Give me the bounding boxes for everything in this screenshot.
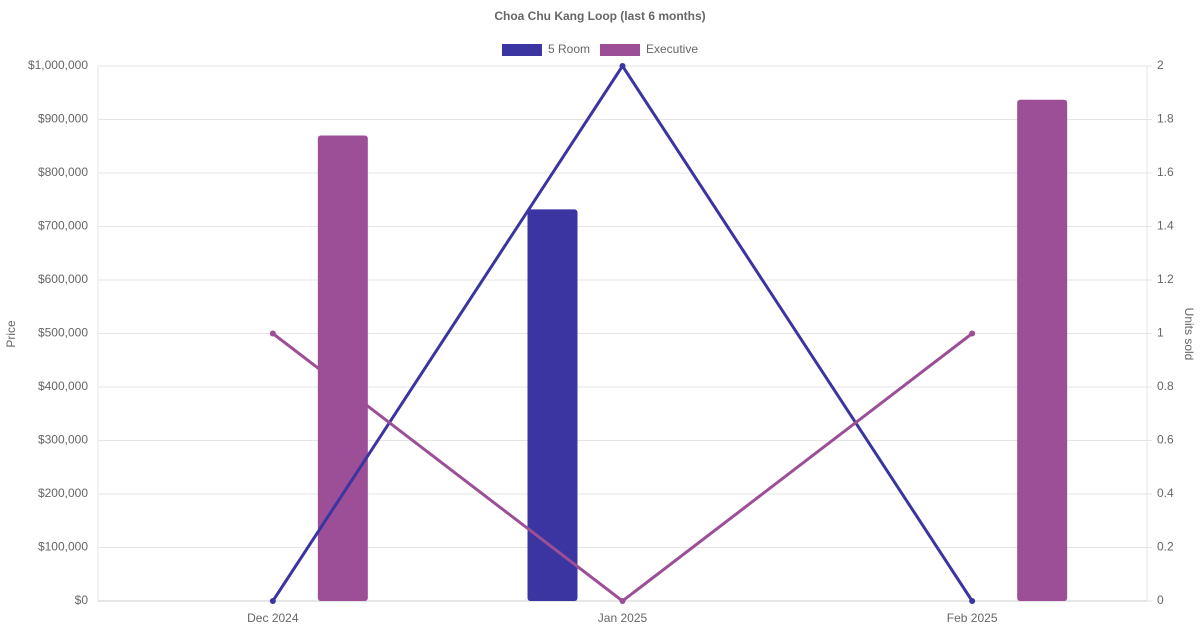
y2-tick-label: 0.8	[1157, 379, 1174, 393]
x-tick-label: Feb 2025	[947, 611, 998, 625]
bar	[527, 209, 578, 601]
y-tick-label: $500,000	[38, 326, 88, 340]
y2-tick-label: 1.6	[1157, 165, 1174, 179]
y2-tick-label: 0.6	[1157, 433, 1174, 447]
x-tick-label: Jan 2025	[598, 611, 648, 625]
y-tick-label: $300,000	[38, 433, 88, 447]
legend-label: 5 Room	[548, 42, 590, 56]
y2-tick-label: 0	[1157, 593, 1164, 607]
y-tick-label: $0	[75, 593, 89, 607]
units-point	[969, 330, 976, 337]
y-tick-label: $900,000	[38, 112, 88, 126]
legend-swatch	[600, 44, 640, 56]
y2-tick-label: 2	[1157, 58, 1164, 72]
x-tick-label: Dec 2024	[247, 611, 299, 625]
y-tick-label: $600,000	[38, 272, 88, 286]
y-axis-label: Price	[4, 320, 18, 348]
units-point	[619, 63, 626, 69]
y-tick-label: $700,000	[38, 219, 88, 233]
bar	[317, 135, 368, 602]
y-tick-label: $1,000,000	[28, 58, 88, 72]
y2-tick-label: 0.2	[1157, 540, 1174, 554]
units-line	[271, 332, 974, 603]
y2-tick-label: 1	[1157, 326, 1164, 340]
y2-tick-label: 1.8	[1157, 112, 1174, 126]
y2-tick-label: 1.4	[1157, 219, 1174, 233]
y2-tick-label: 0.4	[1157, 486, 1174, 500]
units-point	[969, 598, 976, 604]
bar	[1017, 99, 1068, 601]
y2-tick-label: 1.2	[1157, 272, 1174, 286]
y2-axis-label: Units sold	[1182, 308, 1196, 361]
y-tick-label: $200,000	[38, 486, 88, 500]
y-tick-label: $400,000	[38, 379, 88, 393]
legend-swatch	[501, 44, 542, 56]
units-point	[269, 330, 276, 337]
y-tick-label: $100,000	[38, 540, 88, 554]
units-point	[269, 598, 276, 604]
units-point	[619, 598, 626, 604]
y-tick-label: $800,000	[38, 165, 88, 179]
legend-label: Executive	[646, 42, 698, 56]
chart-title: Choa Chu Kang Loop (last 6 months)	[494, 9, 705, 23]
